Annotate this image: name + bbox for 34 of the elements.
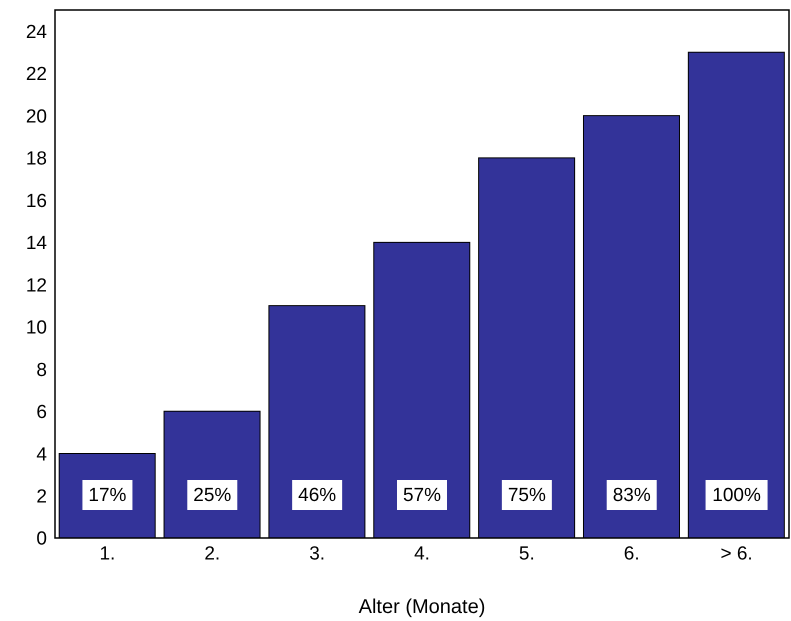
- y-tick-label: 8: [36, 360, 47, 381]
- x-axis-title: Alter (Monate): [358, 596, 486, 618]
- bar: [164, 410, 261, 538]
- annotation: 17%: [88, 485, 127, 506]
- annotation: 57%: [402, 485, 442, 506]
- y-tick-label: 22: [26, 64, 47, 86]
- annotation: 100%: [712, 485, 761, 506]
- x-tick-label: 6.: [624, 543, 640, 564]
- y-tick-label: 4: [36, 444, 48, 466]
- annotation: 46%: [298, 485, 336, 506]
- y-tick-label: 18: [26, 148, 47, 170]
- bar: [478, 157, 576, 538]
- y-tick-label: 24: [26, 22, 48, 43]
- y-tick-label: 16: [26, 190, 47, 212]
- x-tick-label: > 6.: [720, 543, 753, 564]
- x-tick-label: 3.: [309, 543, 326, 564]
- y-tick-label: 2: [36, 486, 47, 508]
- bar: [688, 52, 785, 538]
- x-tick-label: 4.: [414, 543, 430, 564]
- bar: [268, 305, 366, 538]
- annotation: 25%: [193, 485, 232, 506]
- y-tick-label: 0: [36, 528, 47, 550]
- y-tick-label: 6: [36, 402, 47, 424]
- y-tick-label: 10: [26, 318, 47, 339]
- y-tick-label: 20: [26, 106, 47, 128]
- x-tick-label: 2.: [204, 543, 220, 564]
- annotation: 83%: [612, 485, 651, 506]
- y-tick-label: 14: [26, 233, 48, 254]
- x-tick-label: 1.: [100, 543, 116, 564]
- bar: [582, 115, 680, 538]
- y-tick-label: 12: [26, 275, 47, 296]
- bar: [373, 242, 470, 538]
- x-tick-label: 5.: [518, 543, 535, 564]
- annotation: 75%: [508, 485, 546, 506]
